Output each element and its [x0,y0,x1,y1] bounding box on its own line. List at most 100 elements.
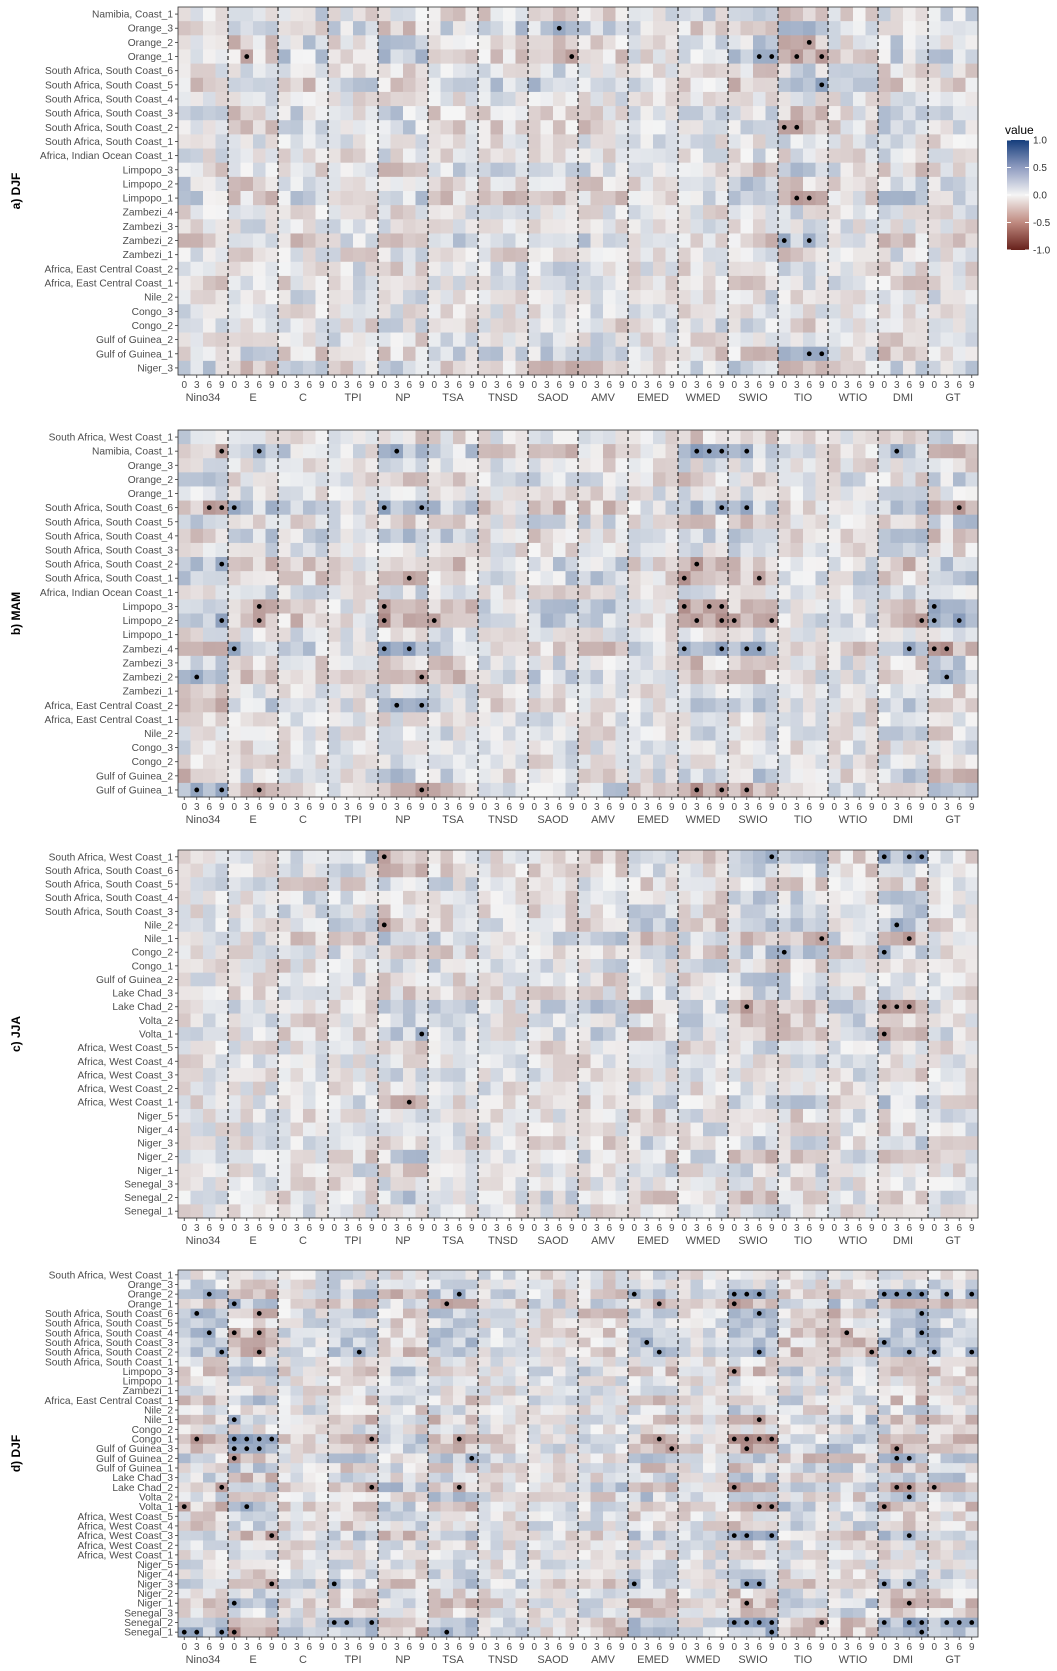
heatmap-cell [365,585,379,600]
heatmap-cell [178,599,191,614]
significance-dot [719,505,725,511]
heatmap-cell [965,1081,979,1096]
heatmap-cell [465,877,479,892]
heatmap-cell [603,290,616,305]
heatmap-cell [503,542,516,558]
heatmap-cell [203,863,216,878]
heatmap-cell [553,176,566,192]
heatmap-cell [740,684,754,699]
heatmap-cell [178,754,191,770]
heatmap-cell [178,528,191,544]
heatmap-cell [915,134,929,149]
heatmap-cell [528,599,541,614]
heatmap-cell [290,877,304,892]
heatmap-cell [240,850,254,865]
heatmap-cell [240,162,254,178]
heatmap-cell [203,332,216,348]
heatmap-cell [653,571,666,586]
heatmap-cell [690,754,704,770]
heatmap-cell [965,585,979,600]
heatmap-cell [928,77,941,93]
heatmap-cell [278,740,291,756]
heatmap-cell [665,106,679,121]
heatmap-cell [415,176,429,192]
heatmap-cell [290,219,304,234]
heatmap-cell [578,7,591,22]
heatmap-cell [328,726,341,741]
significance-dot [381,604,387,609]
heatmap-cell [553,486,566,501]
heatmap-cell [740,1040,754,1055]
heatmap-cell [478,304,491,319]
heatmap-cell [240,641,254,657]
heatmap-cell [290,1054,304,1069]
heatmap-cell [178,486,191,501]
heatmap-cell [503,740,516,756]
heatmap-cell [515,904,529,919]
heatmap-cell [915,7,929,22]
heatmap-cell [928,458,941,473]
heatmap-cell [828,850,841,865]
significance-dot [681,604,687,609]
heatmap-cell [515,863,529,878]
heatmap-cell [965,219,979,234]
heatmap-cell [215,49,229,65]
lag-tick-label: 6 [856,802,862,813]
heatmap-cell [278,35,291,50]
heatmap-cell [578,986,591,1001]
heatmap-cell [240,233,254,249]
heatmap-cell [965,945,979,960]
heatmap-cell [653,247,666,263]
heatmap-cell [740,176,754,192]
heatmap-cell [753,528,766,544]
heatmap-cell [603,134,616,149]
row-label: South Africa, South Coast_6 [45,66,173,77]
heatmap-cell [528,332,541,348]
heatmap-cell [265,613,279,629]
heatmap-cell [840,890,854,905]
heatmap-cell [853,585,866,600]
heatmap-cell [740,1013,754,1028]
heatmap-cell [728,148,741,164]
heatmap-cell [290,106,304,121]
heatmap-cell [303,500,316,516]
heatmap-cell [615,77,629,93]
heatmap-cell [765,641,779,657]
heatmap-cell [253,1027,266,1042]
heatmap-cell [840,1081,854,1096]
heatmap-cell [340,106,354,121]
heatmap-cell [753,21,766,36]
heatmap-cell [353,945,366,960]
heatmap-cell [940,599,954,614]
significance-dot [694,448,700,454]
heatmap-cell [840,754,854,770]
heatmap-cell [415,904,429,919]
heatmap-cell [615,49,629,65]
heatmap-cell [865,261,879,277]
heatmap-cell [615,986,629,1001]
heatmap-cell [653,458,666,473]
heatmap-cell [328,585,341,600]
heatmap-cell [678,1054,691,1069]
heatmap-cell [440,850,454,865]
heatmap-cell [890,863,904,878]
heatmap-cell [703,275,716,291]
heatmap-cell [303,684,316,699]
heatmap-cell [953,472,966,487]
heatmap-cell [203,91,216,107]
heatmap-cell [565,486,579,501]
heatmap-cell [815,890,829,905]
heatmap-cell [190,514,204,530]
heatmap-cell [678,986,691,1001]
heatmap-cell [890,754,904,770]
heatmap-cell [853,261,866,277]
heatmap-cell [578,684,591,699]
heatmap-cell [615,472,629,487]
heatmap-cell [378,669,391,685]
heatmap-cell [665,77,679,93]
heatmap-cell [528,918,541,933]
heatmap-cell [628,458,641,473]
heatmap-cell [653,972,666,987]
heatmap-cell [940,444,954,459]
heatmap-cell [878,1054,891,1069]
